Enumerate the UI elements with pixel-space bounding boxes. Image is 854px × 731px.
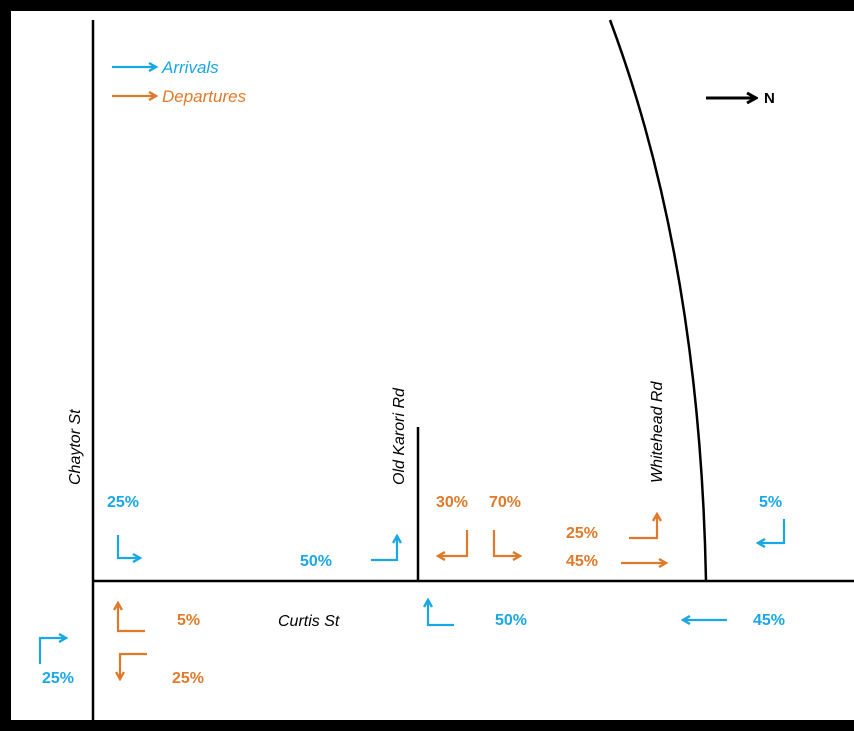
whitehead-in-5-percent: 5% (759, 494, 782, 511)
departures-legend-label: Departures (162, 87, 247, 106)
old-karori-rd-label: Old Karori Rd (391, 387, 408, 485)
curtis-depart-25-arrow (120, 652, 147, 679)
whitehead-out-45-percent: 45% (566, 553, 598, 570)
old-karori-out-30-arrow (438, 530, 469, 556)
whitehead-rd-road (608, 19, 708, 582)
curtis-depart-5-percent: 5% (177, 612, 200, 629)
curtis-depart-5-arrow (118, 603, 145, 633)
old-karori-in-arrow (371, 536, 397, 562)
old-karori-in-percent: 50% (300, 553, 332, 570)
bottom-left-in-arrow (38, 638, 66, 664)
whitehead-out-25-percent: 25% (566, 525, 598, 542)
whitehead-in-5-arrow (758, 519, 786, 543)
chaytor-in-turn-arrow (116, 535, 140, 558)
arrivals-legend-label: Arrivals (161, 58, 219, 77)
whitehead-out-25-arrow (629, 514, 657, 540)
chaytor-in-percent: 25% (107, 494, 139, 511)
curtis-depart-25-percent: 25% (172, 670, 204, 687)
north-label: N (764, 90, 775, 107)
curtis-st-label: Curtis St (278, 613, 340, 630)
curtis-in-50-arrow (428, 600, 454, 627)
old-karori-out-70-arrow (492, 530, 520, 556)
curtis-in-45-percent: 45% (753, 612, 785, 629)
bottom-left-in-percent: 25% (42, 670, 74, 687)
whitehead-rd-label: Whitehead Rd (649, 381, 666, 483)
old-karori-out-30-percent: 30% (436, 494, 468, 511)
chaytor-st-label: Chaytor St (67, 409, 84, 485)
old-karori-out-70-percent: 70% (489, 494, 521, 511)
curtis-in-50-percent: 50% (495, 612, 527, 629)
